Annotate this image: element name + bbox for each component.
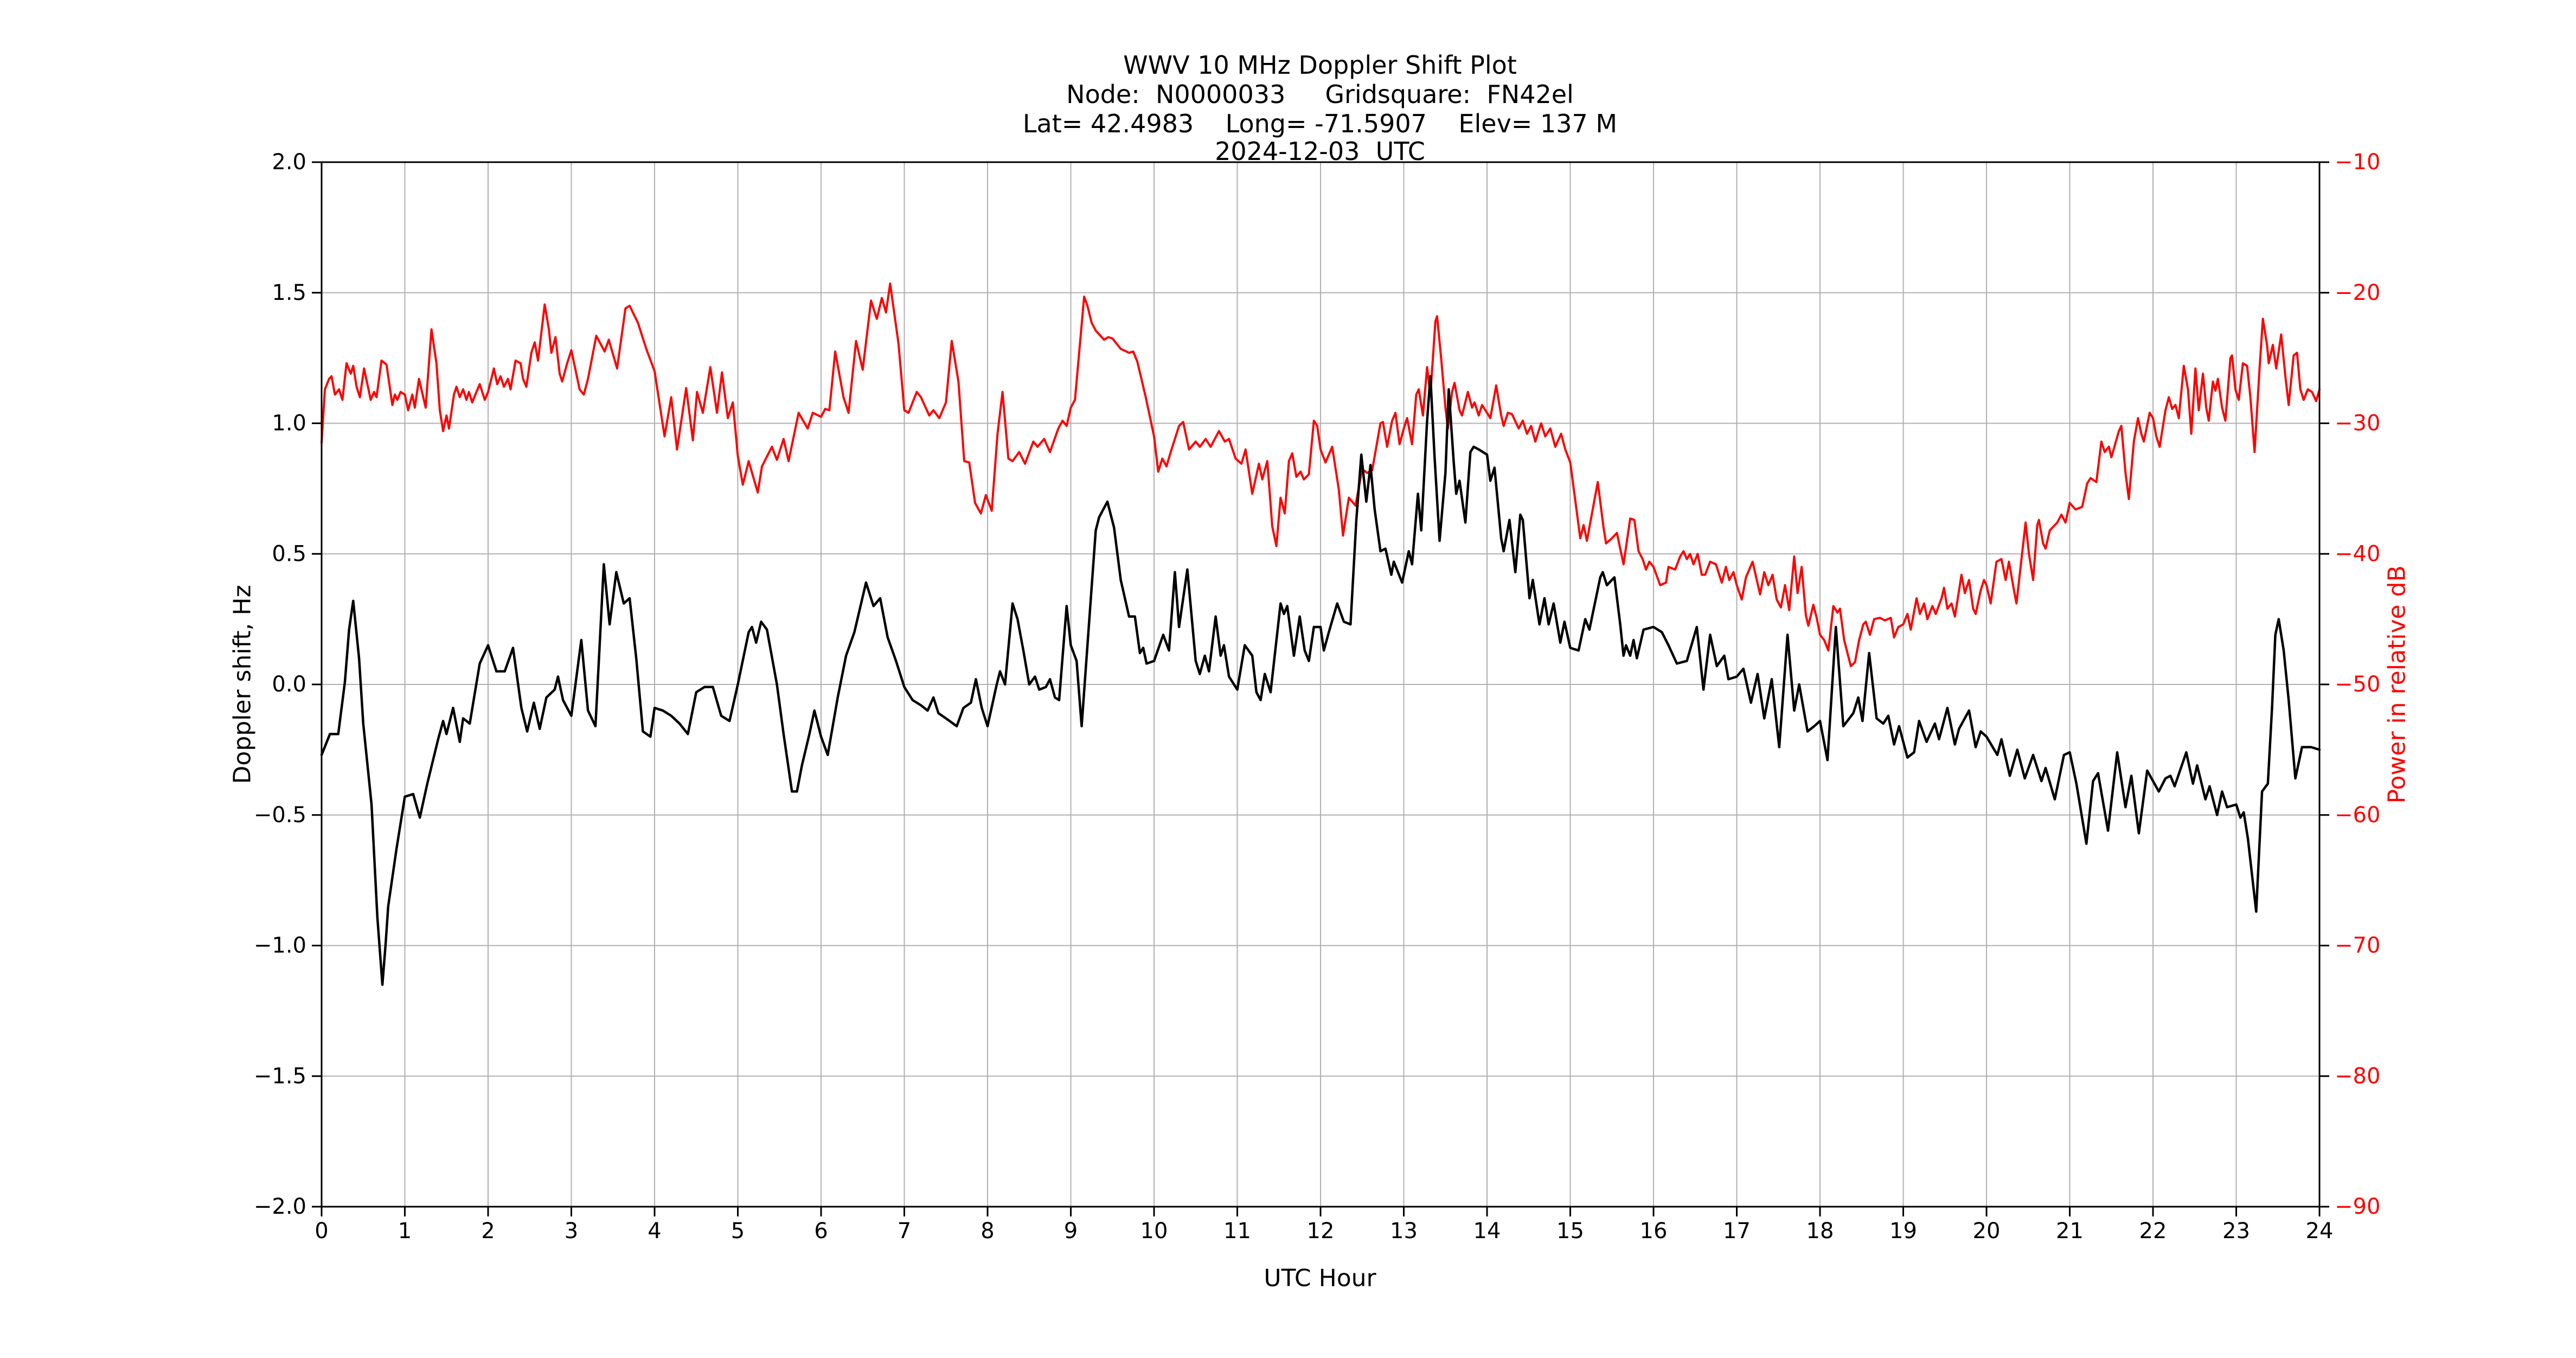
x-tick-label: 0	[315, 1219, 328, 1244]
doppler-series-line	[320, 375, 2321, 986]
x-axis-label: UTC Hour	[1264, 1265, 1376, 1292]
x-tick-label: 18	[1806, 1219, 1834, 1244]
x-tick-label: 20	[1973, 1219, 2001, 1244]
x-tick-label: 23	[2222, 1219, 2250, 1244]
chart-title-line4: 2024-12-03 UTC	[1215, 137, 1425, 166]
x-tick-label: 22	[2139, 1219, 2167, 1244]
x-axis-ticks: 0 1 2 3 4 5 6 7 8 9 10 11 12 13 14 15 16 17 18 19 20 21 22 23 24	[315, 1207, 2333, 1244]
chart-title-line1: WWV 10 MHz Doppler Shift Plot	[1123, 50, 1517, 80]
x-tick-label: 21	[2056, 1219, 2084, 1244]
x-tick-label: 24	[2306, 1219, 2334, 1244]
x-tick-label: 10	[1140, 1219, 1168, 1244]
x-tick-label: 11	[1223, 1219, 1251, 1244]
right-y-axis-label: Power in relative dB	[2383, 565, 2411, 803]
left-tick-label: −0.5	[254, 803, 306, 828]
left-axis-ticks: 2.0 1.5 1.0 0.5 0.0 −0.5 −1.0 −1.5 −2.0	[254, 150, 322, 1219]
x-tick-label: 2	[481, 1219, 495, 1244]
left-y-axis-label: Doppler shift, Hz	[229, 585, 257, 784]
left-tick-label: 0.5	[272, 541, 306, 566]
x-tick-label: 8	[981, 1219, 994, 1244]
chart-title-line3: Lat= 42.4983 Long= -71.5907 Elev= 137 M	[1023, 109, 1617, 138]
x-tick-label: 6	[814, 1219, 828, 1244]
power-series-line	[321, 282, 2321, 668]
x-tick-label: 9	[1064, 1219, 1078, 1244]
right-tick-label: −80	[2335, 1064, 2380, 1088]
right-tick-label: −10	[2335, 150, 2380, 175]
right-tick-label: −50	[2335, 672, 2380, 697]
x-tick-label: 5	[731, 1219, 745, 1244]
left-tick-label: −1.0	[254, 933, 306, 958]
right-tick-label: −30	[2335, 411, 2380, 436]
left-tick-label: 1.0	[272, 411, 306, 436]
series-group	[320, 282, 2321, 986]
x-tick-label: 19	[1889, 1219, 1917, 1244]
left-tick-label: 0.0	[272, 672, 306, 697]
left-tick-label: 1.5	[272, 280, 306, 305]
right-axis-ticks: −10 −20 −30 −40 −50 −60 −70 −80 −90	[2319, 150, 2380, 1219]
gridlines	[322, 162, 2319, 1207]
x-tick-label: 1	[398, 1219, 412, 1244]
right-tick-label: −60	[2335, 803, 2380, 828]
x-tick-label: 13	[1390, 1219, 1418, 1244]
x-tick-label: 15	[1556, 1219, 1584, 1244]
chart-title-line2: Node: N0000033 Gridsquare: FN42el	[1066, 80, 1574, 109]
x-tick-label: 12	[1307, 1219, 1335, 1244]
left-tick-label: −1.5	[254, 1064, 306, 1088]
right-tick-label: −70	[2335, 933, 2380, 958]
x-tick-label: 16	[1640, 1219, 1668, 1244]
x-tick-label: 3	[565, 1219, 578, 1244]
right-tick-label: −40	[2335, 541, 2380, 566]
left-tick-label: 2.0	[272, 150, 306, 175]
x-tick-label: 14	[1473, 1219, 1501, 1244]
left-tick-label: −2.0	[254, 1194, 306, 1219]
x-tick-label: 17	[1723, 1219, 1751, 1244]
x-tick-label: 4	[648, 1219, 661, 1244]
x-tick-label: 7	[898, 1219, 911, 1244]
right-tick-label: −90	[2335, 1194, 2380, 1219]
right-tick-label: −20	[2335, 280, 2380, 305]
